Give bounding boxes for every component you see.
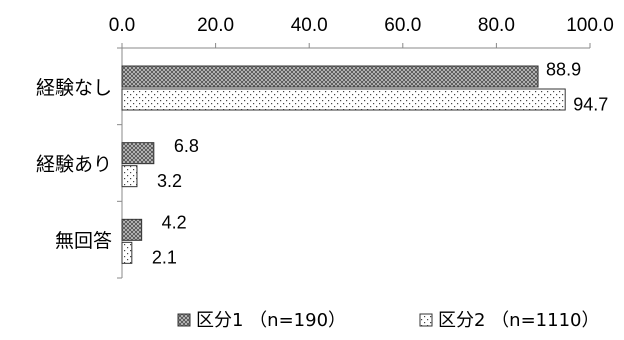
bar [121,218,143,241]
x-tick-label: 0.0 [109,15,135,36]
x-tick-label: 40.0 [291,15,328,36]
bar [121,88,566,111]
data-label: 2.1 [152,248,177,268]
legend-entry: 区分2 （n=1110） [438,310,599,331]
data-label: 94.7 [573,94,608,114]
category-label: 経験あり [36,154,112,176]
legend-entry: 区分1 （n=190） [196,310,346,331]
data-label: 6.8 [174,136,199,156]
x-tick-label: 100.0 [566,15,614,36]
legend-swatch [177,313,191,327]
bar [121,65,539,88]
legend-swatch [419,313,433,327]
x-tick-label: 20.0 [197,15,234,36]
category-label: 経験なし [36,77,112,99]
bar [121,165,138,188]
bars-layer [121,65,566,264]
data-label: 3.2 [157,171,182,191]
bar [121,142,155,165]
category-label: 無回答 [55,230,112,252]
data-label: 4.2 [162,213,187,233]
x-tick-label: 60.0 [384,15,421,36]
x-tick-label: 80.0 [478,15,515,36]
labels-layer: 経験なし 88.9 94.7 経験あり 6.8 3.2 無回答 4.2 2.1 [36,59,608,267]
bar [121,241,133,264]
data-label: 88.9 [546,59,581,79]
axis-layer: 0.0 20.0 40.0 60.0 80.0 100.0 [109,15,614,279]
legend: 区分1 （n=190） 区分2 （n=1110） [177,310,599,331]
